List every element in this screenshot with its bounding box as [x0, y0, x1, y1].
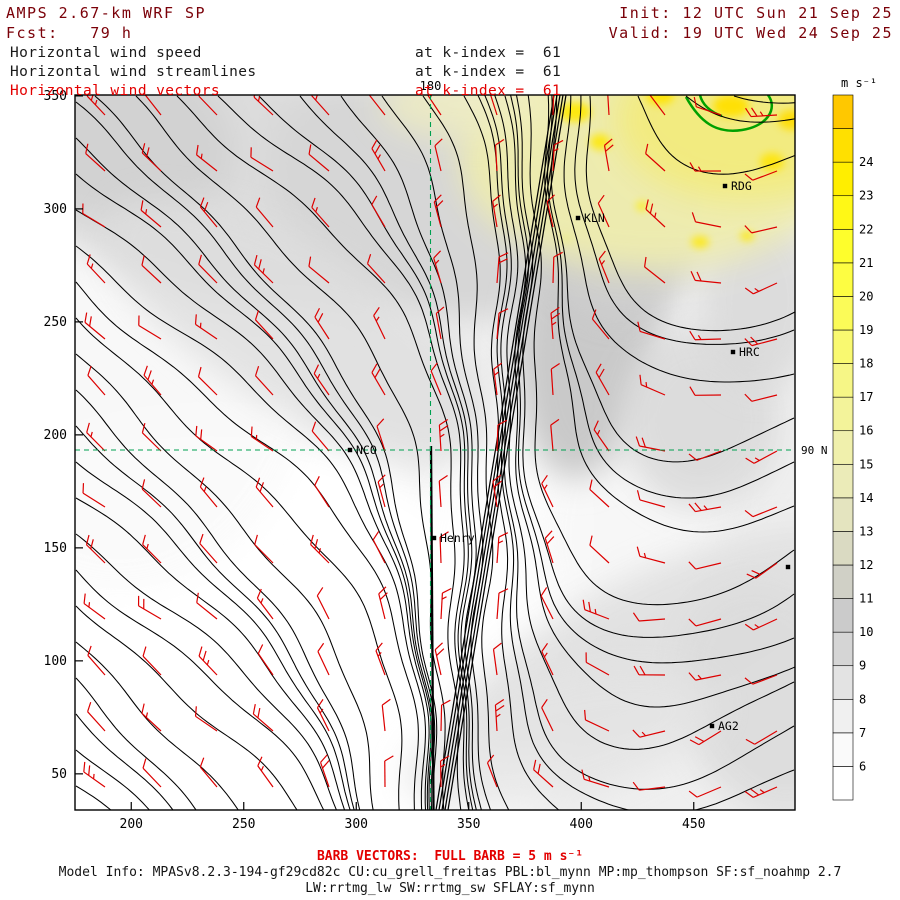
colorbar-tick-label: 11 [859, 592, 873, 606]
colorbar-tick-label: 17 [859, 390, 873, 404]
station-marker: Henry [431, 531, 475, 545]
station-marker: NCO [347, 443, 377, 457]
station-marker: RDG [722, 179, 752, 193]
field-label-streamlines: Horizontal wind streamlines [10, 64, 257, 80]
x-tick-label: 200 [120, 817, 143, 832]
x-tick-label: 450 [682, 817, 705, 832]
y-tick-label: 50 [51, 767, 67, 782]
x-tick-label: 300 [345, 817, 368, 832]
init-time-label: Init: 12 UTC Sun 21 Sep 25 [619, 4, 893, 22]
svg-text:KLN: KLN [584, 211, 605, 225]
x-tick-label: 250 [232, 817, 255, 832]
x-tick-label: 400 [570, 817, 593, 832]
colorbar-tick-label: 9 [859, 659, 866, 673]
colorbar-tick-label: 10 [859, 625, 873, 639]
field-label-wind-speed: Horizontal wind speed [10, 45, 202, 61]
field-kindex-wind-speed: at k-index = 61 [415, 45, 562, 61]
colorbar-tick-label: 19 [859, 323, 873, 337]
svg-text:HRC: HRC [739, 345, 760, 359]
field-line-wind-speed: Horizontal wind speed at k-index = 61 [10, 45, 561, 61]
station-marker [785, 564, 791, 570]
colorbar-tick-label: 21 [859, 256, 873, 270]
colorbar-tick-label: 6 [859, 759, 866, 773]
field-line-wind-vectors: Horizontal wind vectors at k-index = 61 [10, 83, 561, 99]
colorbar-tick-label: 16 [859, 424, 873, 438]
colorbar-tick-label: 8 [859, 692, 866, 706]
model-info-line: Model Info: MPASv8.2.3-194-gf29cd82c CU:… [58, 865, 842, 880]
field-kindex-wind-vectors: at k-index = 61 [415, 83, 562, 99]
colorbar-tick-label: 15 [859, 457, 873, 471]
axes: 200 250 300 350 400 450 50 100 150 200 250 300 350 18… [44, 79, 828, 832]
colorbar-tick-label: 14 [859, 491, 873, 505]
station-marker: AG2 [709, 719, 739, 733]
colorbar-tick-label: 12 [859, 558, 873, 572]
y-tick-label: 150 [44, 541, 67, 556]
valid-time-label: Valid: 19 UTC Wed 24 Sep 25 [608, 24, 893, 42]
colorbar-tick-label: 24 [859, 155, 873, 169]
field-kindex-streamlines: at k-index = 61 [415, 64, 562, 80]
colorbar-tick-label: 13 [859, 524, 873, 538]
colorbar: 6 7 8 9 10 11 12 13 14 15 16 17 18 19 20 21 22 23 24 m s⁻¹ [832, 76, 877, 801]
wind-barbs [82, 95, 778, 798]
svg-text:AG2: AG2 [718, 719, 739, 733]
y-tick-label: 200 [44, 428, 67, 443]
y-tick-label: 100 [44, 654, 67, 669]
x-tick-label: 350 [457, 817, 480, 832]
y-tick-label: 300 [44, 202, 67, 217]
barb-legend: BARB VECTORS: FULL BARB = 5 m s⁻¹ [316, 849, 584, 864]
stations: RDG KLN HRC NCO Henry AG2 [347, 179, 791, 733]
physics-line: LW:rrtmg_lw SW:rrtmg_sw SFLAY:sf_mynn [305, 881, 595, 896]
forecast-hour-label: Fcst: 79 h [6, 24, 133, 42]
streamlines [75, 95, 795, 810]
colorbar-tick-label: 18 [859, 357, 873, 371]
svg-text:NCO: NCO [356, 443, 377, 457]
meridian-180-label: 180 [420, 79, 442, 93]
field-line-streamlines: Horizontal wind streamlines at k-index =… [10, 64, 561, 80]
y-tick-label: 350 [44, 89, 67, 104]
svg-text:Henry: Henry [440, 531, 475, 545]
field-label-wind-vectors: Horizontal wind vectors [10, 83, 220, 99]
bold-boundary-line [429, 445, 435, 810]
station-marker: KLN [575, 211, 605, 225]
colorbar-units-label: m s⁻¹ [841, 76, 877, 90]
model-title: AMPS 2.67-km WRF SP [6, 4, 207, 22]
plot-frame [74, 94, 796, 811]
station-marker: HRC [730, 345, 760, 359]
colorbar-tick-label: 7 [859, 726, 866, 740]
colorbar-tick-label: 22 [859, 222, 873, 236]
parallel-90n-label: 90 N [801, 444, 828, 457]
svg-text:RDG: RDG [731, 179, 752, 193]
colorbar-tick-label: 23 [859, 189, 873, 203]
y-tick-label: 250 [44, 315, 67, 330]
colorbar-tick-label: 20 [859, 289, 873, 303]
